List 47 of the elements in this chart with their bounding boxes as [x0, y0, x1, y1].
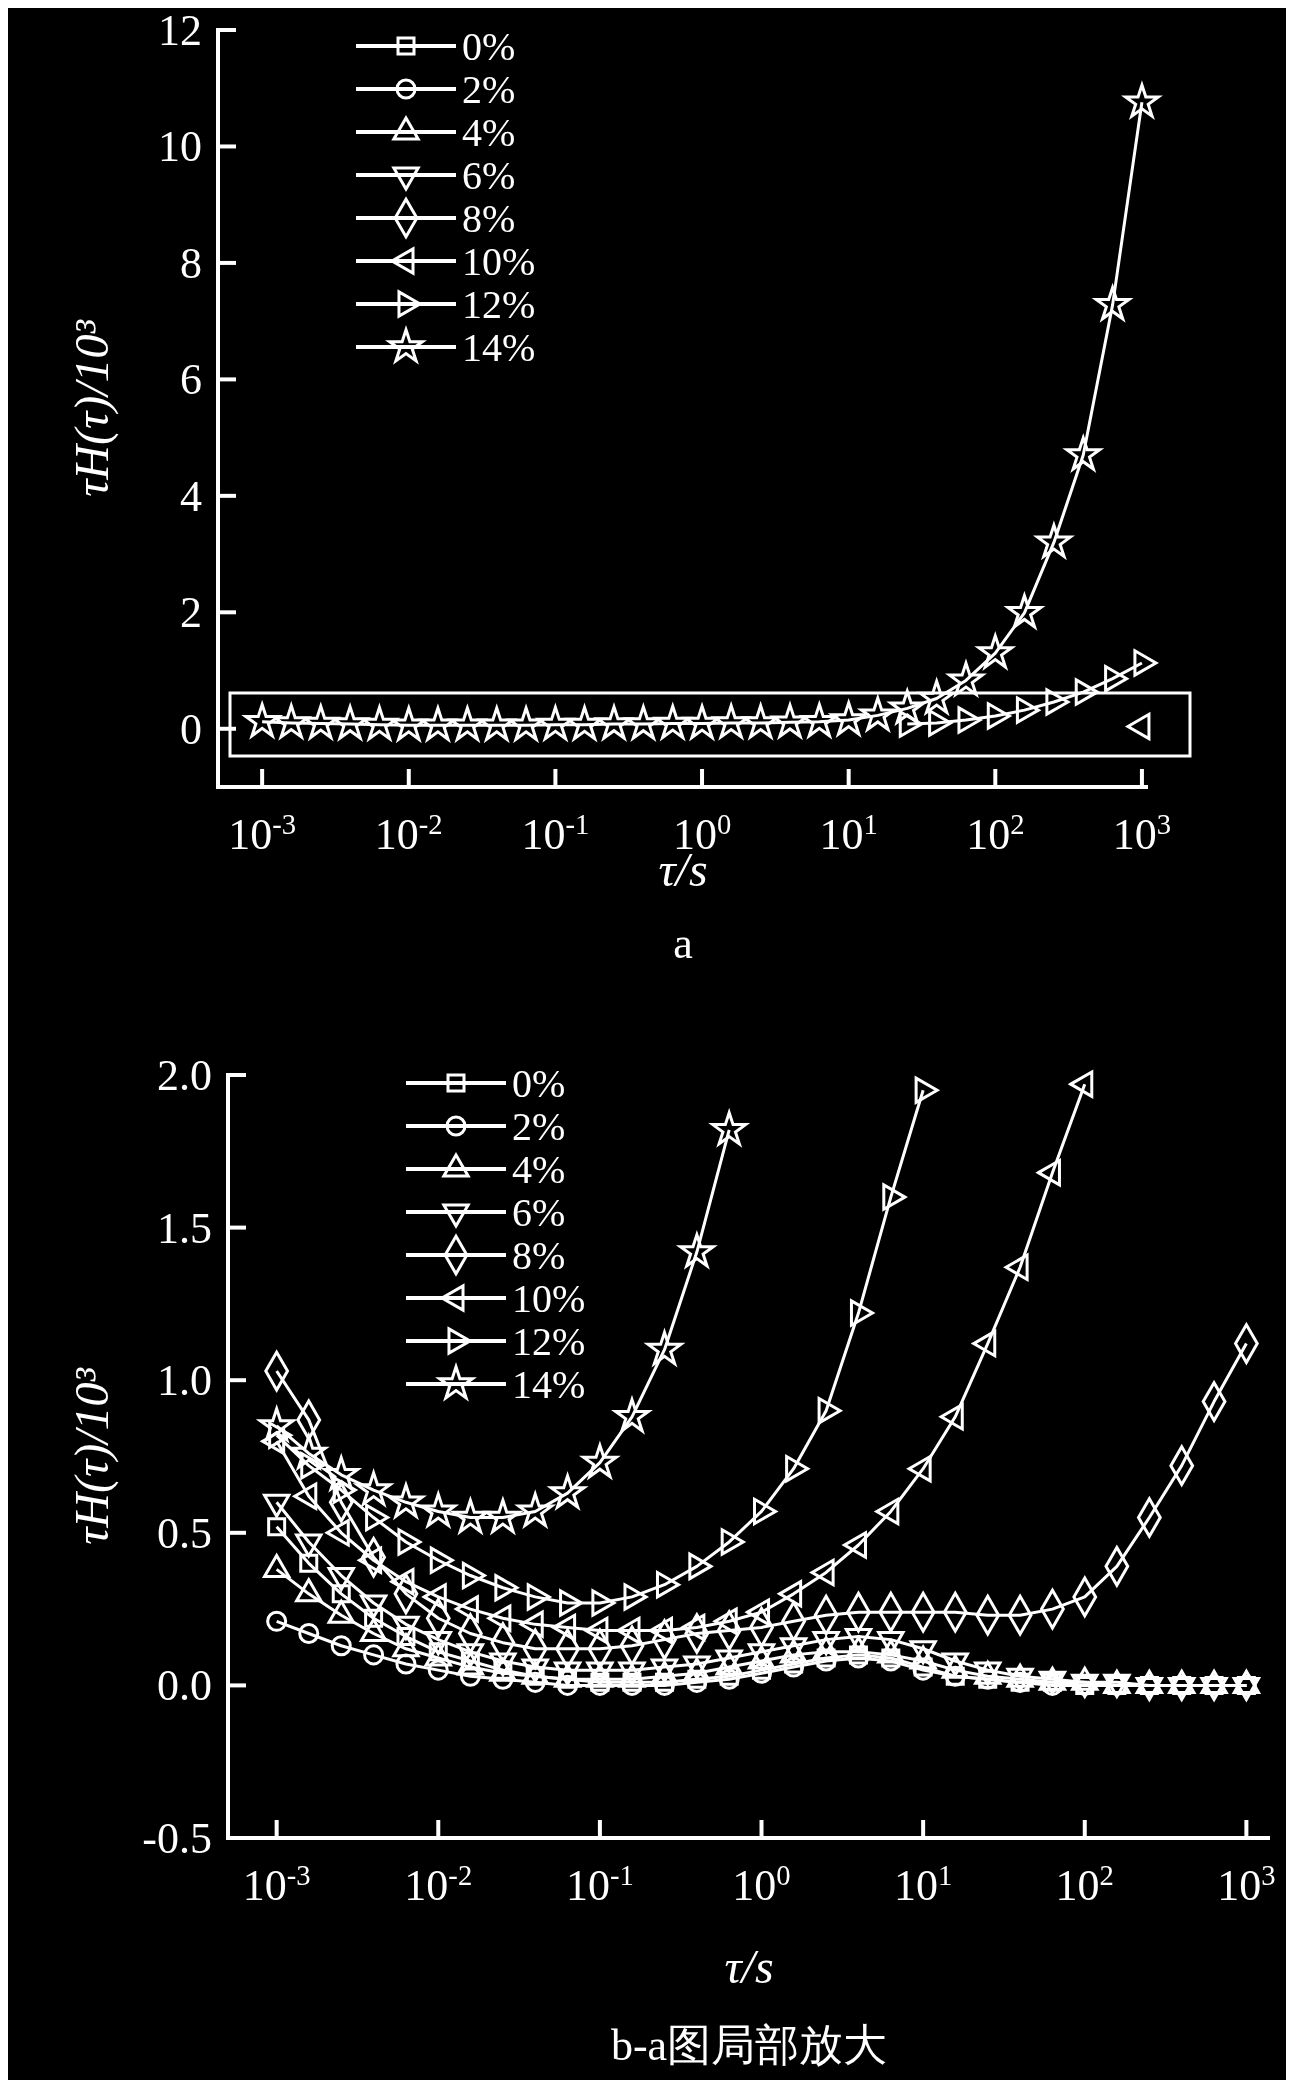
y-tick-label: 1.5: [157, 1203, 212, 1253]
legend-label: 12%: [462, 282, 536, 327]
y-tick-label: 12: [158, 6, 202, 55]
legend-label: 6%: [462, 153, 516, 198]
y-tick-label: 6: [180, 355, 202, 405]
y-tick-label: 1.0: [157, 1356, 212, 1406]
y-tick-label: 2.0: [157, 1051, 212, 1100]
x-tick-label: 10$^{-1}$: [565, 1859, 634, 1910]
legend-label: 10%: [512, 1276, 586, 1321]
y-tick-label: 0.5: [157, 1508, 212, 1558]
legend-label: 8%: [512, 1233, 566, 1278]
y-tick-label: 0.0: [157, 1661, 212, 1711]
text: a: [673, 919, 693, 968]
legend-label: 14%: [462, 325, 536, 370]
y-axis-title: τH(τ)/10³: [65, 319, 119, 497]
x-tick-label: 10$^{3}$: [1112, 808, 1172, 859]
x-tick-label: 10$^{-3}$: [228, 808, 297, 859]
legend-label: 4%: [512, 1147, 566, 1192]
x-tick-label: 10$^{2}$: [966, 808, 1025, 859]
x-tick-label: 10$^{-1}$: [521, 808, 590, 859]
x-tick-label: 10$^{0}$: [732, 1859, 791, 1910]
legend-label: 8%: [462, 196, 516, 241]
y-tick-label: 0: [180, 704, 202, 754]
legend-label: 4%: [462, 110, 516, 155]
x-tick-label: 10$^{-2}$: [374, 808, 443, 859]
legend-label: 2%: [512, 1104, 566, 1149]
y-tick-label: -0.5: [142, 1814, 212, 1863]
legend-label: 12%: [512, 1319, 586, 1364]
x-axis-title: τ/s: [724, 1940, 774, 1993]
x-tick-label: 10$^{-3}$: [242, 1859, 311, 1910]
x-tick-label: 10$^{3}$: [1217, 1859, 1276, 1910]
legend-label: 2%: [462, 67, 516, 112]
legend-label: 6%: [512, 1190, 566, 1235]
y-axis-title: τH(τ)/10³: [65, 1367, 119, 1545]
legend-label: 0%: [512, 1061, 566, 1106]
y-tick-label: 8: [180, 238, 202, 288]
legend-label: 10%: [462, 239, 536, 284]
x-tick-label: 10$^{1}$: [893, 1859, 953, 1910]
legend-label: 0%: [462, 24, 516, 69]
y-tick-label: 2: [180, 588, 202, 638]
x-tick-label: 10$^{2}$: [1055, 1859, 1114, 1910]
y-tick-label: 10: [158, 122, 202, 172]
x-tick-label: 10$^{-2}$: [404, 1859, 473, 1910]
legend-label: 14%: [512, 1362, 586, 1407]
text: b-a图局部放大: [610, 2021, 888, 2070]
y-tick-label: 4: [180, 471, 202, 521]
x-tick-label: 10$^{1}$: [819, 808, 878, 859]
